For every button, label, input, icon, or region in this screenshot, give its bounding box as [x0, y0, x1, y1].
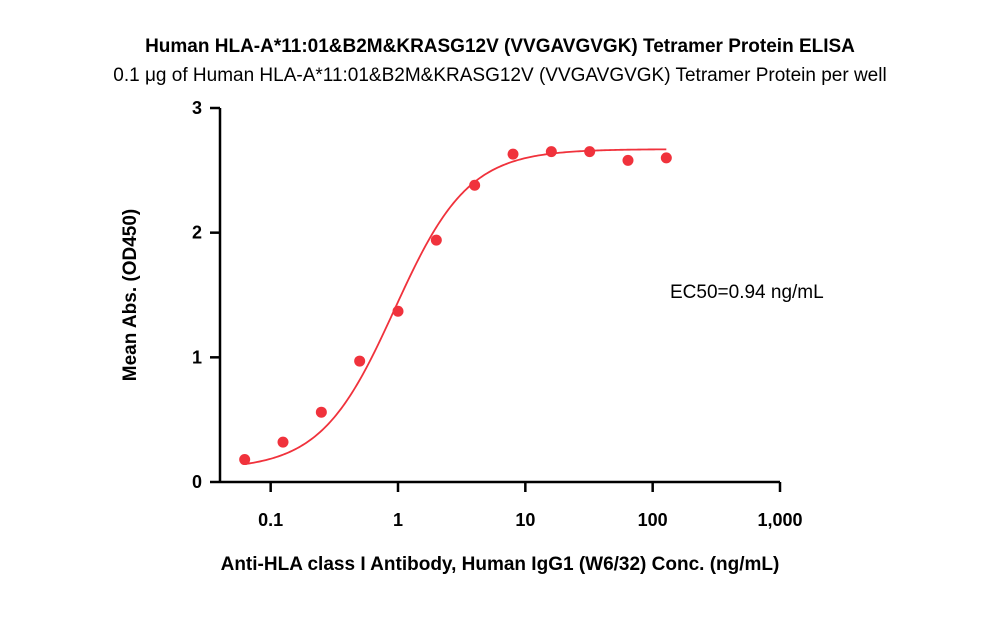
y-ticks: 0 1 2 3	[192, 98, 220, 492]
data-point	[430, 234, 442, 246]
y-tick-label: 2	[192, 223, 202, 243]
data-point	[507, 148, 519, 160]
data-point	[315, 406, 327, 418]
data-point	[239, 454, 251, 466]
data-point	[584, 146, 596, 158]
axes	[218, 108, 780, 484]
y-tick-label: 1	[192, 347, 202, 367]
data-point	[469, 179, 481, 191]
x-axis-label: Anti-HLA class I Antibody, Human IgG1 (W…	[221, 554, 780, 575]
data-point	[545, 146, 557, 158]
chart-title: Human HLA-A*11:01&B2M&KRASG12V (VVGAVGVG…	[145, 36, 855, 57]
x-tick-label: 1	[393, 510, 403, 530]
x-tick-label: 10	[515, 510, 535, 530]
y-axis-label: Mean Abs. (OD450)	[120, 209, 141, 381]
fit-curve	[244, 148, 667, 466]
y-tick-label: 3	[192, 98, 202, 118]
data-point	[622, 154, 634, 166]
data-point	[660, 152, 672, 164]
x-tick-label: 0.1	[258, 510, 283, 530]
chart-subtitle: 0.1 μg of Human HLA-A*11:01&B2M&KRASG12V…	[113, 65, 886, 86]
data-point	[277, 436, 289, 448]
data-points	[239, 146, 672, 466]
x-tick-label: 1,000	[757, 510, 802, 530]
x-ticks: 0.1 1 10 100 1,000	[258, 482, 803, 530]
x-tick-label: 100	[638, 510, 668, 530]
data-point	[354, 355, 366, 367]
y-tick-label: 0	[192, 472, 202, 492]
ec50-annotation: EC50=0.94 ng/mL	[670, 282, 824, 303]
data-point	[392, 305, 404, 317]
